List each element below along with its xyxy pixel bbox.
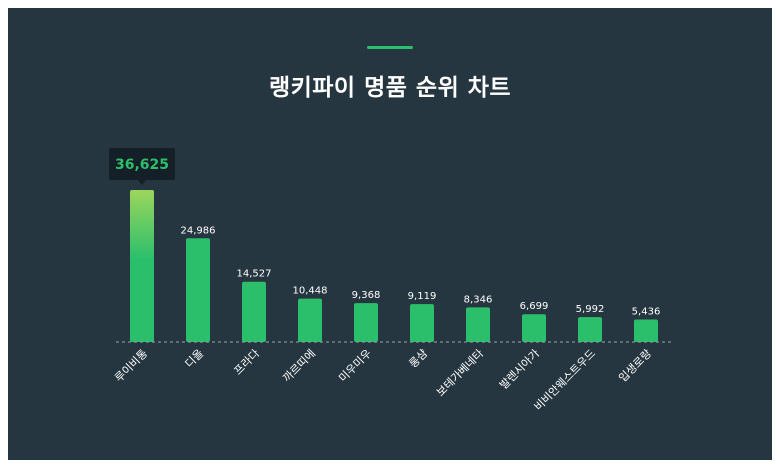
value-label: 9,368: [352, 290, 381, 301]
bar-4[interactable]: [298, 298, 322, 342]
category-label: 까르띠에: [280, 347, 318, 385]
tooltip-value: 36,625: [115, 157, 169, 173]
category-label: 프라다: [231, 347, 262, 378]
bar-8[interactable]: [522, 314, 546, 342]
title-accent-line: [367, 46, 413, 49]
category-label: 루이비통: [112, 347, 150, 385]
category-label: 발렌시아가: [497, 347, 542, 392]
category-label: 롱샴: [407, 347, 431, 371]
bar-7[interactable]: [466, 307, 490, 342]
bar-chart: 36,625 루이비통 24,986 디올 14,527 프라다 10,448 까르띠에 9,3…: [109, 148, 674, 413]
value-label: 5,992: [576, 304, 605, 315]
chart-panel: 랭키파이 명품 순위 차트 36,625 루이비통 24,986 디올 14,527 프라…: [8, 8, 772, 460]
bar-2[interactable]: [186, 238, 210, 342]
bar-1[interactable]: [130, 190, 154, 342]
bar-3[interactable]: [242, 281, 266, 342]
value-label: 6,699: [520, 301, 549, 312]
category-label: 입생로랑: [616, 347, 654, 385]
value-label: 14,527: [237, 269, 272, 280]
value-label: 24,986: [181, 225, 216, 236]
category-label: 비비안웨스트우드: [532, 347, 598, 413]
bar-9[interactable]: [578, 317, 602, 342]
category-label: 미우미우: [336, 347, 374, 385]
category-label: 디올: [183, 347, 207, 371]
bar-10[interactable]: [634, 319, 658, 342]
chart-title: 랭키파이 명품 순위 차트: [268, 75, 512, 101]
value-label: 5,436: [632, 306, 661, 317]
value-label: 10,448: [293, 286, 328, 297]
category-label: 보테가베네타: [434, 347, 486, 399]
value-label: 9,119: [408, 291, 437, 302]
value-label: 8,346: [464, 294, 493, 305]
highlight-tooltip: 36,625: [109, 148, 175, 185]
bar-6[interactable]: [410, 304, 434, 342]
bar-5[interactable]: [354, 303, 378, 342]
